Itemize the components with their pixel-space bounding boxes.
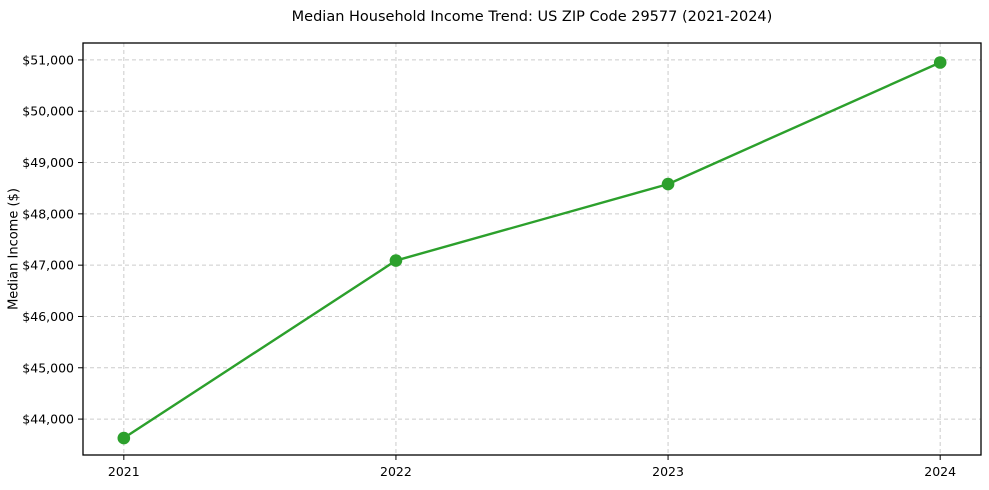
y-tick-label: $44,000 xyxy=(22,412,74,427)
plot-border xyxy=(82,42,982,456)
data-point-2022 xyxy=(389,254,403,267)
chart-title: Median Household Income Trend: US ZIP Co… xyxy=(291,9,773,25)
y-tick-label: $48,000 xyxy=(22,206,74,221)
y-tick-label: $47,000 xyxy=(22,258,74,273)
trend-line xyxy=(122,61,942,440)
x-tick-label: 2021 xyxy=(108,464,140,479)
x-tick-label: 2022 xyxy=(380,464,412,479)
data-point-2024 xyxy=(933,56,947,69)
y-tick-label: $50,000 xyxy=(22,104,74,119)
x-tick-label: 2024 xyxy=(924,464,956,479)
y-tick-label: $49,000 xyxy=(22,155,74,170)
x-tick-label: 2023 xyxy=(652,464,684,479)
data-point-2021 xyxy=(117,431,131,445)
y-tick-label: $45,000 xyxy=(22,360,74,375)
data-point-2023 xyxy=(661,177,675,191)
y-tick-label: $46,000 xyxy=(22,309,74,324)
y-tick-label: $51,000 xyxy=(22,52,74,67)
